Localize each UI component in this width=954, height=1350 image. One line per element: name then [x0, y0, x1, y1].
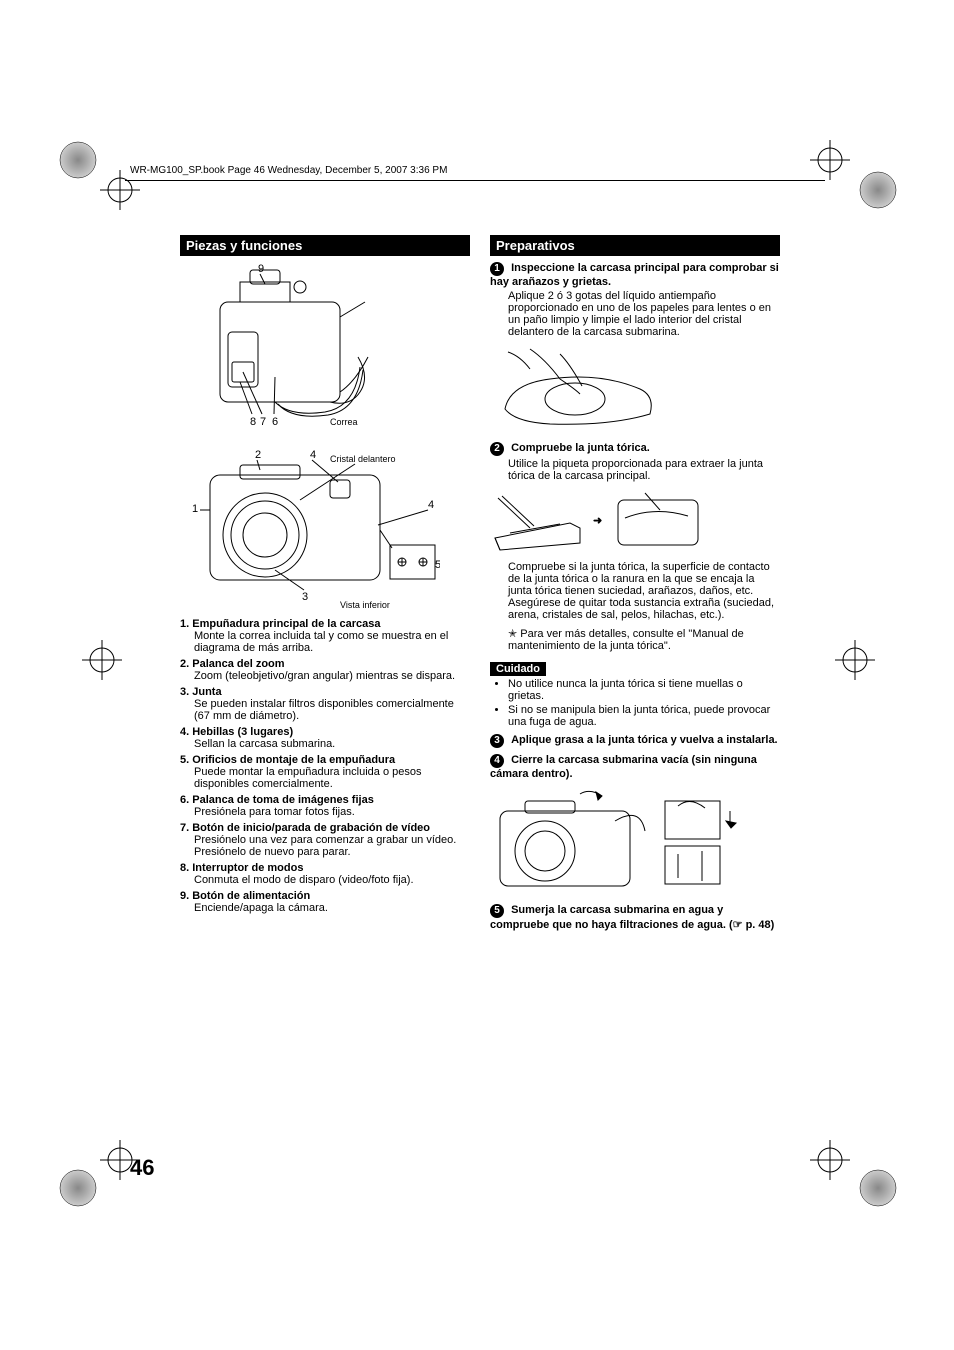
item-number: 4. — [180, 726, 192, 738]
page-content: Piezas y funciones — [180, 235, 780, 931]
svg-text:3: 3 — [302, 591, 308, 603]
figure-front-camera: 1 2 4 Cristal delantero 4 3 5 Vista infe… — [180, 440, 470, 610]
step-badge-4: 4 — [490, 754, 504, 768]
item-body: Puede montar la empuñadura incluida o pe… — [194, 766, 470, 790]
svg-text:8: 8 — [250, 416, 256, 428]
item-body: Presiónelo una vez para comenzar a graba… — [194, 834, 470, 858]
item-title: Botón de inicio/parada de grabación de v… — [192, 822, 430, 834]
crosshair-mid-left — [72, 630, 132, 690]
step-2-after: Compruebe si la junta tórica, la superfi… — [508, 561, 780, 621]
item-number: 3. — [180, 686, 192, 698]
item-title: Interruptor de modos — [192, 862, 303, 874]
right-column: Preparativos 1 Inspeccione la carcasa pr… — [490, 235, 780, 931]
step-badge-1: 1 — [490, 262, 504, 276]
callout-9: 9 — [258, 263, 264, 275]
step-1: 1 Inspeccione la carcasa principal para … — [490, 262, 780, 338]
parts-list-item: 4. Hebillas (3 lugares)Sellan la carcasa… — [180, 726, 470, 750]
item-body: Presiónela para tomar fotos fijas. — [194, 806, 470, 818]
step-5-title: Sumerja la carcasa submarina en agua y c… — [490, 904, 774, 931]
item-title: Palanca del zoom — [192, 658, 284, 670]
svg-text:7: 7 — [260, 416, 266, 428]
step-2-star: ✭ Para ver más detalles, consulte el "Ma… — [508, 627, 780, 652]
page-number: 46 — [130, 1155, 154, 1181]
item-number: 9. — [180, 890, 192, 902]
svg-text:2: 2 — [255, 449, 261, 461]
item-title: Orificios de montaje de la empuñadura — [192, 754, 395, 766]
item-body: Se pueden instalar filtros disponibles c… — [194, 698, 470, 722]
svg-text:5: 5 — [435, 559, 440, 571]
svg-text:Cristal delantero: Cristal delantero — [330, 454, 396, 464]
header-rule — [125, 180, 825, 181]
figure-top-camera: 9 876 Correa — [180, 262, 470, 432]
step-badge-2: 2 — [490, 442, 504, 456]
step-badge-5: 5 — [490, 904, 504, 918]
parts-list-item: 3. JuntaSe pueden instalar filtros dispo… — [180, 686, 470, 722]
caution-list: No utilice nunca la junta tórica si tien… — [508, 678, 780, 728]
parts-list-item: 8. Interruptor de modosConmuta el modo d… — [180, 862, 470, 886]
step-1-title: Inspeccione la carcasa principal para co… — [490, 262, 779, 288]
item-body: Sellan la carcasa submarina. — [194, 738, 470, 750]
step-2-title: Compruebe la junta tórica. — [511, 442, 650, 454]
step-4-title: Cierre la carcasa submarina vacía (sin n… — [490, 754, 757, 780]
parts-list-item: 5. Orificios de montaje de la empuñadura… — [180, 754, 470, 790]
item-body: Zoom (teleobjetivo/gran angular) mientra… — [194, 670, 470, 682]
item-title: Palanca de toma de imágenes fijas — [192, 794, 374, 806]
item-number: 7. — [180, 822, 192, 834]
parts-list: 1. Empuñadura principal de la carcasaMon… — [180, 618, 470, 914]
step-2: 2 Compruebe la junta tórica. Utilice la … — [490, 442, 780, 482]
svg-text:4: 4 — [428, 499, 434, 511]
arrow-right-icon: ➜ — [593, 514, 602, 527]
item-title: Empuñadura principal de la carcasa — [192, 618, 380, 630]
step-3-title: Aplique grasa a la junta tórica y vuelva… — [511, 734, 778, 746]
strap-label: Correa — [330, 417, 358, 427]
item-title: Botón de alimentación — [192, 890, 310, 902]
reg-mark-top-right — [848, 160, 908, 220]
step-5: 5 Sumerja la carcasa submarina en agua y… — [490, 904, 780, 931]
item-number: 2. — [180, 658, 192, 670]
parts-list-item: 1. Empuñadura principal de la carcasaMon… — [180, 618, 470, 654]
item-title: Hebillas (3 lugares) — [192, 726, 293, 738]
parts-list-item: 7. Botón de inicio/parada de grabación d… — [180, 822, 470, 858]
step-3: 3 Aplique grasa a la junta tórica y vuel… — [490, 734, 780, 748]
crosshair-mid-right — [825, 630, 885, 690]
reg-mark-bot-right — [848, 1158, 908, 1218]
step-4: 4 Cierre la carcasa submarina vacía (sin… — [490, 754, 780, 780]
figure-close-case — [490, 786, 780, 896]
caution-label: Cuidado — [490, 662, 546, 676]
figure-oring-remove: ➜ — [490, 488, 780, 553]
step-2-body: Utilice la piqueta proporcionada para ex… — [508, 458, 780, 482]
caution-item: Si no se manipula bien la junta tórica, … — [508, 704, 780, 728]
item-body: Enciende/apaga la cámara. — [194, 902, 470, 914]
parts-list-item: 2. Palanca del zoomZoom (teleobjetivo/gr… — [180, 658, 470, 682]
item-number: 5. — [180, 754, 192, 766]
svg-text:4: 4 — [310, 449, 316, 461]
step-1-body: Aplique 2 ó 3 gotas del líquido antiempa… — [508, 290, 780, 338]
svg-text:6: 6 — [272, 416, 278, 428]
left-column: Piezas y funciones — [180, 235, 470, 931]
item-title: Junta — [192, 686, 221, 698]
figure-wipe-glass: esto — [490, 344, 780, 434]
item-number: 8. — [180, 862, 192, 874]
parts-list-item: 6. Palanca de toma de imágenes fijasPres… — [180, 794, 470, 818]
caution-item: No utilice nunca la junta tórica si tien… — [508, 678, 780, 702]
item-number: 6. — [180, 794, 192, 806]
item-number: 1. — [180, 618, 192, 630]
running-header: WR-MG100_SP.book Page 46 Wednesday, Dece… — [130, 165, 447, 176]
step-badge-3: 3 — [490, 734, 504, 748]
item-body: Monte la correa incluida tal y como se m… — [194, 630, 470, 654]
svg-text:Vista inferior: Vista inferior — [340, 600, 390, 610]
section-header-piezas: Piezas y funciones — [180, 235, 470, 256]
section-header-preparativos: Preparativos — [490, 235, 780, 256]
parts-list-item: 9. Botón de alimentaciónEnciende/apaga l… — [180, 890, 470, 914]
svg-text:1: 1 — [192, 503, 198, 515]
item-body: Conmuta el modo de disparo (video/foto f… — [194, 874, 470, 886]
